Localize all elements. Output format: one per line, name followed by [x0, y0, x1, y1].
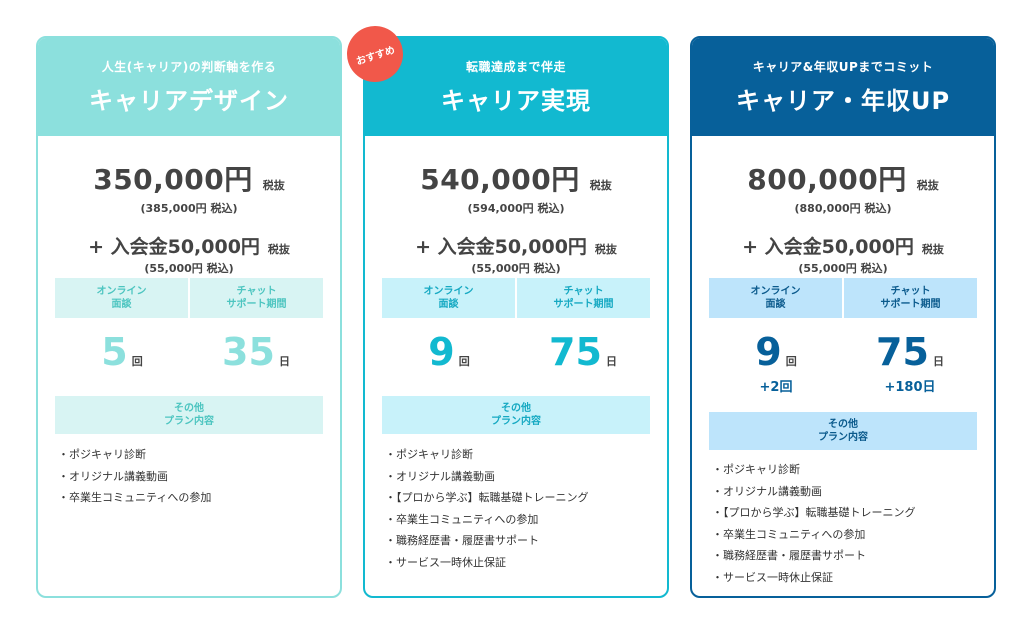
plan-title: キャリアデザイン [89, 87, 289, 115]
other-content-label: その他 プラン内容 [382, 396, 650, 434]
price-tax-included: (385,000円 税込) [140, 202, 238, 215]
list-item: ・オリジナル講義動画 [712, 484, 822, 498]
enrollment-fee: + 入会金50,000円 [88, 236, 260, 258]
plan-title: キャリア・年収UP [735, 87, 951, 115]
list-item: ・サービス一時休止保証 [385, 555, 506, 569]
list-item: ・職務経歴書・履歴書サポート [385, 534, 539, 547]
list-item: ・【プロから学ぶ】転職基礎トレーニング [712, 506, 916, 519]
online-session-bonus: +2回 [759, 380, 793, 395]
list-item: ・【プロから学ぶ】転職基礎トレーニング [385, 491, 589, 504]
price-block: 350,000円 税抜 (385,000円 税込) [38, 158, 340, 216]
fee-tax-label: 税抜 [921, 243, 944, 256]
other-content-label: その他 プラン内容 [55, 396, 323, 434]
enrollment-fee-block: + 入会金50,000円 税抜 (55,000円 税込) [38, 232, 340, 276]
list-item: ・ポジキャリ診断 [385, 448, 473, 461]
metric-header: オンライン 面談 チャット サポート期間 [55, 278, 323, 318]
online-session-label: オンライン 面談 [55, 278, 188, 318]
list-item: ・ポジキャリ診断 [58, 448, 146, 461]
list-item: ・卒業生コミュニティへの参加 [58, 491, 212, 504]
plan-subtitle: 人生(キャリア)の判断軸を作る [101, 60, 277, 74]
list-item: ・卒業生コミュニティへの参加 [385, 512, 539, 526]
feature-list: ・ポジキャリ診断 ・オリジナル講義動画 ・【プロから学ぶ】転職基礎トレーニング … [385, 444, 589, 573]
chat-support-label: チャット サポート期間 [842, 278, 977, 318]
plan-header: 人生(キャリア)の判断軸を作る キャリアデザイン [38, 38, 340, 136]
enrollment-fee: + 入会金50,000円 [742, 236, 914, 258]
chat-support-value: 75 日 +180日 [843, 330, 977, 395]
price-tax-included: (880,000円 税込) [794, 202, 892, 215]
metric-header: オンライン 面談 チャット サポート期間 [382, 278, 650, 318]
list-item: ・サービス一時休止保証 [712, 570, 833, 584]
plan-header: 転職達成まで伴走 キャリア実現 [365, 38, 667, 136]
other-content-label: その他 プラン内容 [709, 412, 977, 450]
list-item: ・オリジナル講義動画 [58, 469, 168, 483]
price-tax-label: 税抜 [589, 179, 612, 192]
price-block: 540,000円 税抜 (594,000円 税込) [365, 158, 667, 216]
fee-tax-included: (55,000円 税込) [798, 262, 888, 275]
enrollment-fee-block: + 入会金50,000円 税抜 (55,000円 税込) [692, 232, 994, 276]
metric-header: オンライン 面談 チャット サポート期間 [709, 278, 977, 318]
feature-list: ・ポジキャリ診断 ・オリジナル講義動画 ・卒業生コミュニティへの参加 [58, 444, 211, 509]
fee-tax-included: (55,000円 税込) [471, 262, 561, 275]
price-amount: 540,000円 [420, 163, 580, 196]
chat-support-value: 75 日 [549, 330, 617, 374]
plan-card-career-design[interactable]: 人生(キャリア)の判断軸を作る キャリアデザイン 350,000円 税抜 (385… [36, 36, 342, 598]
list-item: ・職務経歴書・履歴書サポート [712, 549, 866, 562]
plan-subtitle: 転職達成まで伴走 [465, 60, 566, 74]
chat-support-bonus: +180日 [884, 380, 936, 395]
plan-header: キャリア&年収UPまでコミット キャリア・年収UP [692, 38, 994, 136]
chat-support-label: チャット サポート期間 [515, 278, 650, 318]
price-tax-label: 税抜 [262, 179, 285, 192]
price-amount: 350,000円 [93, 163, 253, 196]
chat-support-label: チャット サポート期間 [188, 278, 323, 318]
feature-list: ・ポジキャリ診断 ・オリジナル講義動画 ・【プロから学ぶ】転職基礎トレーニング … [712, 459, 916, 588]
list-item: ・オリジナル講義動画 [385, 469, 495, 483]
plan-title: キャリア実現 [441, 87, 591, 115]
price-tax-included: (594,000円 税込) [467, 202, 565, 215]
enrollment-fee-block: + 入会金50,000円 税抜 (55,000円 税込) [365, 232, 667, 276]
enrollment-fee: + 入会金50,000円 [415, 236, 587, 258]
chat-support-value: 35 日 [222, 330, 290, 374]
price-amount: 800,000円 [747, 163, 907, 196]
fee-tax-label: 税抜 [594, 243, 617, 256]
fee-tax-label: 税抜 [267, 243, 290, 256]
fee-tax-included: (55,000円 税込) [144, 262, 234, 275]
plan-subtitle: キャリア&年収UPまでコミット [752, 60, 934, 74]
list-item: ・卒業生コミュニティへの参加 [712, 527, 866, 541]
online-session-label: オンライン 面談 [382, 278, 515, 318]
plan-card-career-realization[interactable]: 転職達成まで伴走 キャリア実現 540,000円 税抜 (594,000円 税込)… [363, 36, 669, 598]
price-tax-label: 税抜 [916, 179, 939, 192]
list-item: ・ポジキャリ診断 [712, 463, 800, 476]
online-session-label: オンライン 面談 [709, 278, 842, 318]
price-block: 800,000円 税抜 (880,000円 税込) [692, 158, 994, 216]
plan-card-career-income-up[interactable]: キャリア&年収UPまでコミット キャリア・年収UP 800,000円 税抜 (88… [690, 36, 996, 598]
